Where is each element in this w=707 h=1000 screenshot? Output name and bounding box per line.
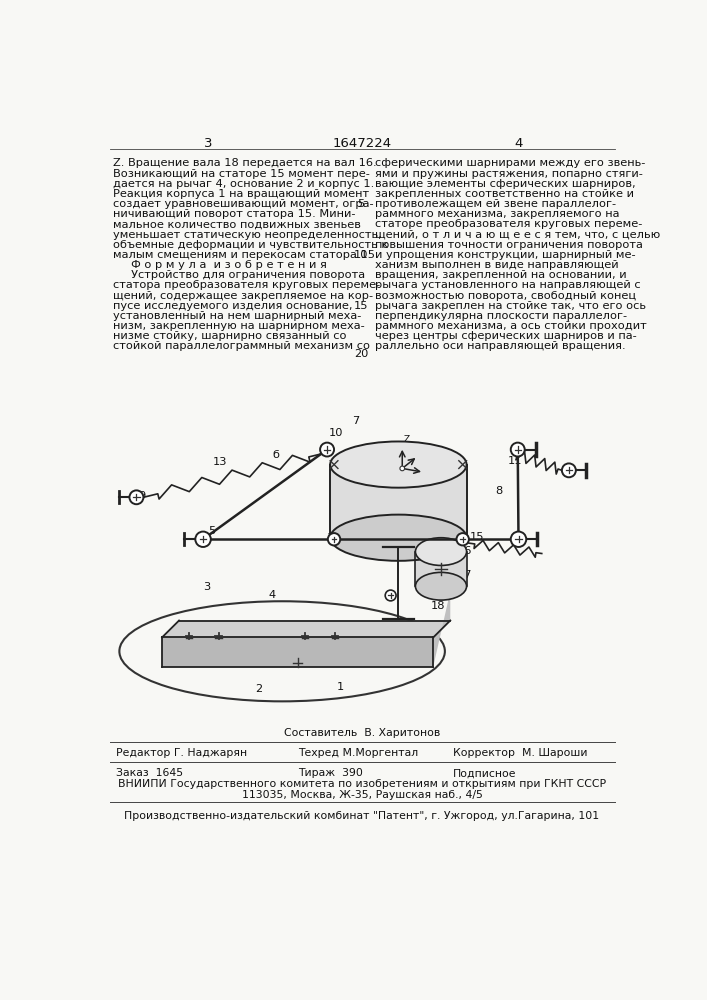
Text: статоре преобразователя круговых переме-: статоре преобразователя круговых переме-	[375, 219, 643, 229]
Text: возможностью поворота, свободный конец: возможностью поворота, свободный конец	[375, 291, 636, 301]
Circle shape	[328, 533, 340, 545]
Text: 4: 4	[268, 590, 275, 600]
Text: 5: 5	[358, 199, 365, 209]
Circle shape	[510, 532, 526, 547]
Text: и упрощения конструкции, шарнирный ме-: и упрощения конструкции, шарнирный ме-	[375, 250, 636, 260]
Text: 1647224: 1647224	[332, 137, 392, 150]
Circle shape	[129, 490, 144, 504]
Text: 10: 10	[329, 428, 343, 438]
Text: рычага закреплен на стойке так, что его ось: рычага закреплен на стойке так, что его …	[375, 301, 646, 311]
Text: рычага установленного на направляющей с: рычага установленного на направляющей с	[375, 280, 641, 290]
Text: объемные деформации и чувствительность к: объемные деформации и чувствительность к	[113, 240, 388, 250]
Text: вающие элементы сферических шарниров,: вающие элементы сферических шарниров,	[375, 179, 636, 189]
Text: б: б	[272, 450, 279, 460]
Ellipse shape	[416, 572, 467, 600]
Text: 15: 15	[354, 301, 368, 311]
Text: 9: 9	[138, 491, 145, 501]
Ellipse shape	[416, 538, 467, 565]
Text: Y: Y	[419, 455, 425, 464]
Polygon shape	[162, 620, 450, 637]
Text: ничивающий поворот статора 15. Мини-: ничивающий поворот статора 15. Мини-	[113, 209, 356, 219]
Circle shape	[320, 443, 334, 456]
Text: Устройство для ограничения поворота: Устройство для ограничения поворота	[113, 270, 366, 280]
Bar	[416, 552, 467, 586]
Circle shape	[562, 463, 575, 477]
Text: вращения, закрепленной на основании, и: вращения, закрепленной на основании, и	[375, 270, 626, 280]
Bar	[330, 465, 467, 538]
Ellipse shape	[330, 515, 467, 561]
Circle shape	[457, 533, 469, 545]
Text: низме стойку, шарнирно связанный со: низме стойку, шарнирно связанный со	[113, 331, 346, 341]
Text: 13: 13	[212, 457, 227, 467]
Text: Корректор  М. Шароши: Корректор М. Шароши	[452, 748, 587, 758]
Text: 3: 3	[204, 137, 213, 150]
Text: Техред М.Моргентал: Техред М.Моргентал	[298, 748, 418, 758]
Text: 5: 5	[209, 526, 216, 536]
Text: 20: 20	[354, 349, 368, 359]
Text: Реакция корпуса 1 на вращающий момент: Реакция корпуса 1 на вращающий момент	[113, 189, 369, 199]
Ellipse shape	[330, 441, 467, 488]
Circle shape	[510, 443, 525, 456]
Text: низм, закрепленную на шарнирном меха-: низм, закрепленную на шарнирном меха-	[113, 321, 365, 331]
Text: ВНИИПИ Государственного комитета по изобретениям и открытиям при ГКНТ СССР: ВНИИПИ Государственного комитета по изоб…	[118, 779, 606, 789]
Text: раммного механизма, а ось стойки проходит: раммного механизма, а ось стойки проходи…	[375, 321, 647, 331]
Text: 10: 10	[354, 250, 368, 260]
Text: 17: 17	[457, 570, 472, 580]
Text: создает уравновешивающий момент, огра-: создает уравновешивающий момент, огра-	[113, 199, 374, 209]
Text: 2: 2	[255, 684, 262, 694]
Text: 113035, Москва, Ж-35, Раушская наб., 4/5: 113035, Москва, Ж-35, Раушская наб., 4/5	[242, 790, 482, 800]
Text: Заказ  1645: Заказ 1645	[115, 768, 182, 778]
Text: Производственно-издательский комбинат "Патент", г. Ужгород, ул.Гагарина, 101: Производственно-издательский комбинат "П…	[124, 811, 600, 821]
Circle shape	[385, 590, 396, 601]
Text: 12: 12	[327, 533, 341, 543]
Text: 11: 11	[508, 456, 522, 466]
Text: повышения точности ограничения поворота: повышения точности ограничения поворота	[375, 240, 643, 250]
Text: ханизм выполнен в виде направляющей: ханизм выполнен в виде направляющей	[375, 260, 619, 270]
Text: закрепленных соответственно на стойке и: закрепленных соответственно на стойке и	[375, 189, 634, 199]
Text: установленный на нем шарнирный меха-: установленный на нем шарнирный меха-	[113, 311, 361, 321]
Text: 1: 1	[337, 682, 344, 692]
Text: Z. Вращение вала 18 передается на вал 16.: Z. Вращение вала 18 передается на вал 16…	[113, 158, 377, 168]
Text: статора преобразователя круговых переме-: статора преобразователя круговых переме-	[113, 280, 380, 290]
Text: 16: 16	[457, 546, 472, 556]
Text: Подписное: Подписное	[452, 768, 516, 778]
Text: мальное количество подвижных звеньев: мальное количество подвижных звеньев	[113, 219, 361, 229]
Text: 7: 7	[352, 416, 359, 426]
Text: Редактор Г. Наджарян: Редактор Г. Наджарян	[115, 748, 247, 758]
Text: 18: 18	[431, 601, 445, 611]
Text: малым смещениям и перекосам статора 15.: малым смещениям и перекосам статора 15.	[113, 250, 379, 260]
Text: 14: 14	[443, 513, 457, 523]
Text: Возникающий на статоре 15 момент пере-: Возникающий на статоре 15 момент пере-	[113, 169, 370, 179]
Text: 3: 3	[203, 582, 210, 592]
Text: раммного механизма, закрепляемого на: раммного механизма, закрепляемого на	[375, 209, 619, 219]
Text: уменьшает статическую неопределенность,: уменьшает статическую неопределенность,	[113, 230, 382, 240]
Text: Z: Z	[404, 435, 410, 444]
Text: 4: 4	[514, 137, 522, 150]
Text: 8: 8	[495, 486, 503, 496]
Text: Ф о р м у л а  и з о б р е т е н и я: Ф о р м у л а и з о б р е т е н и я	[113, 260, 327, 270]
Text: X: X	[426, 471, 432, 480]
Text: пусе исследуемого изделия основание,: пусе исследуемого изделия основание,	[113, 301, 353, 311]
Text: дается на рычаг 4, основание 2 и корпус 1.: дается на рычаг 4, основание 2 и корпус …	[113, 179, 375, 189]
Text: Тираж  390: Тираж 390	[298, 768, 363, 778]
Text: стойкой параллелограммный механизм со: стойкой параллелограммный механизм со	[113, 341, 370, 351]
Text: ями и пружины растяжения, попарно стяги-: ями и пружины растяжения, попарно стяги-	[375, 169, 643, 179]
Text: сферическими шарнирами между его звень-: сферическими шарнирами между его звень-	[375, 158, 645, 168]
Text: перпендикулярна плоскости параллелог-: перпендикулярна плоскости параллелог-	[375, 311, 627, 321]
Circle shape	[195, 532, 211, 547]
Text: через центры сферических шарниров и па-: через центры сферических шарниров и па-	[375, 331, 637, 341]
Text: 15: 15	[469, 532, 484, 542]
Polygon shape	[433, 591, 450, 667]
Text: щений, содержащее закрепляемое на кор-: щений, содержащее закрепляемое на кор-	[113, 291, 373, 301]
Text: противолежащем ей звене параллелог-: противолежащем ей звене параллелог-	[375, 199, 617, 209]
Text: раллельно оси направляющей вращения.: раллельно оси направляющей вращения.	[375, 341, 626, 351]
Polygon shape	[162, 637, 433, 667]
Text: Составитель  В. Харитонов: Составитель В. Харитонов	[284, 728, 440, 738]
Circle shape	[400, 466, 404, 471]
Text: щений, о т л и ч а ю щ е е с я тем, что, с целью: щений, о т л и ч а ю щ е е с я тем, что,…	[375, 230, 660, 240]
